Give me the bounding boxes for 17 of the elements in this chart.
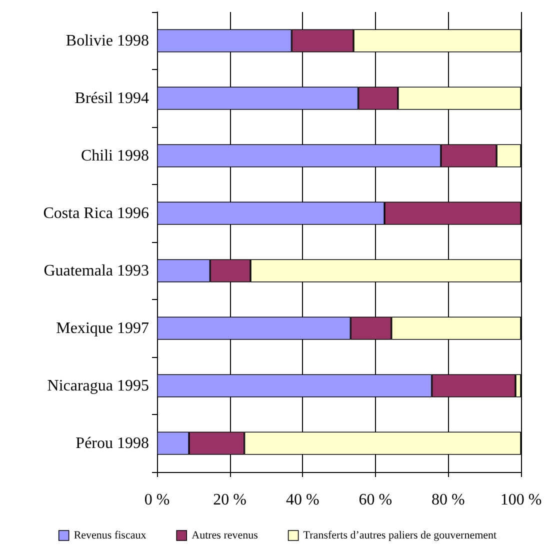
y-tick-label: Brésil 1994 [74,90,149,107]
y-tick-label: Mexique 1997 [56,320,149,337]
x-tick-label: 0 % [144,492,170,508]
legend-label: Autres revenus [192,530,258,542]
x-tick-label: 100 % [500,492,542,508]
legend-label: Transferts d’autres paliers de gouvernement [303,530,497,542]
x-tick-label: 20 % [213,492,246,508]
legend-label: Revenus fiscaux [74,530,147,542]
y-tick-label: Bolivie 1998 [66,32,149,50]
y-tick-label: Nicaragua 1995 [47,377,149,394]
x-tick-label: 80 % [432,492,465,508]
y-tick-label: Pérou 1998 [76,434,149,452]
y-tick-label: Chili 1998 [80,147,149,164]
y-tick-label: Costa Rica 1996 [43,204,149,222]
x-tick-label: 40 % [286,492,320,508]
y-tick-label: Guatemala 1993 [44,262,149,280]
x-tick-label: 60 % [358,492,392,508]
